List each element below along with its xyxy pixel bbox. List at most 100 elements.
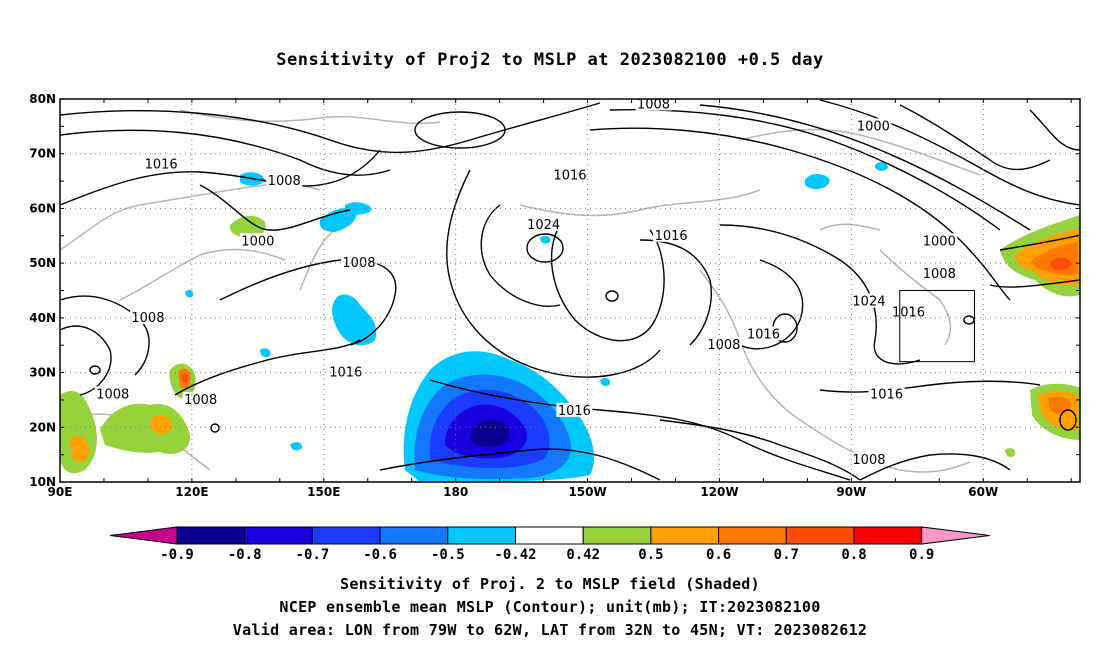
colorbar-high-end (921, 526, 990, 545)
colorbar-swatch (718, 526, 787, 545)
sensitivity-region (229, 215, 266, 239)
svg-text:1016: 1016 (145, 158, 178, 173)
contour-label: 1008 (705, 337, 742, 353)
colorbar-swatch (379, 526, 449, 545)
colorbar: -0.9 -0.8 -0.7 -0.6 -0.5 -0.42 0.42 0.5 0.6 0.7 0.… (109, 526, 990, 563)
svg-text:1016: 1016 (558, 404, 591, 419)
valid-area-box (899, 290, 975, 363)
lat-label: 80N (29, 92, 56, 106)
lon-label: 90W (836, 485, 866, 499)
colorbar-label: -0.9 (160, 547, 194, 563)
colorbar-low-end (109, 526, 178, 545)
contour-label: 1024 (525, 216, 562, 233)
contour-label: 1008 (635, 96, 672, 112)
contour-label: 1016 (552, 167, 588, 184)
sensitivity-shading (60, 162, 1080, 482)
colorbar-label: 0.6 (706, 547, 731, 563)
contour-label: 1008 (340, 255, 377, 271)
colorbar-label: 0.7 (774, 547, 799, 563)
sensitivity-region (600, 377, 611, 387)
svg-text:1008: 1008 (707, 338, 740, 353)
svg-text:1008: 1008 (342, 256, 375, 271)
lon-label: 60W (968, 485, 998, 499)
footer-line-3: Valid area: LON from 79W to 62W, LAT fro… (232, 621, 868, 639)
map-title: Sensitivity of Proj2 to MSLP at 20230821… (276, 50, 824, 70)
lon-label: 120W (700, 485, 738, 499)
map-gridlines (60, 99, 1080, 482)
colorbar-label: -0.6 (363, 547, 397, 563)
colorbar-swatch (785, 526, 855, 545)
lon-label: 90E (48, 485, 73, 499)
colorbar-swatch (582, 526, 652, 545)
sensitivity-region (100, 403, 191, 455)
contour-label: 1000 (855, 118, 892, 134)
sensitivity-region (70, 435, 90, 462)
lat-label: 40N (29, 311, 56, 325)
colorbar-label: -0.42 (494, 547, 536, 563)
contour-label: 1008 (129, 309, 166, 326)
colorbar-label: -0.8 (228, 547, 262, 563)
sensitivity-region (540, 235, 551, 244)
svg-text:1008: 1008 (96, 387, 129, 402)
lon-label: 150W (568, 485, 606, 499)
colorbar-swatch (176, 526, 246, 545)
lat-label: 10N (29, 475, 56, 489)
longitude-labels: 90E 120E 150E 180 150W 120W 90W 60W (48, 485, 999, 499)
lon-label: 180 (443, 485, 468, 499)
lat-label: 50N (29, 256, 56, 270)
contour-label: 1008 (921, 266, 958, 282)
footer-line-2: NCEP ensemble mean MSLP (Contour); unit(… (279, 598, 821, 616)
sensitivity-region (181, 373, 188, 383)
contour-label: 1024 (850, 293, 887, 309)
svg-text:1024: 1024 (852, 294, 885, 309)
svg-text:1016: 1016 (655, 229, 688, 244)
sensitivity-region (319, 208, 357, 232)
svg-text:1016: 1016 (553, 169, 586, 184)
colorbar-swatch (515, 526, 584, 545)
svg-text:1008: 1008 (184, 393, 217, 408)
axis-ticks (59, 98, 1080, 483)
sensitivity-region (805, 174, 830, 190)
svg-text:1008: 1008 (268, 174, 301, 189)
sensitivity-region (1050, 257, 1072, 271)
svg-text:1008: 1008 (131, 311, 164, 326)
contour-label: 1000 (921, 233, 958, 249)
svg-text:1024: 1024 (527, 218, 560, 233)
colorbar-swatch (311, 526, 381, 545)
colorbar-label: 0.5 (638, 547, 663, 563)
lon-label: 150E (307, 485, 340, 499)
colorbar-label: 0.9 (909, 547, 934, 563)
svg-text:1016: 1016 (747, 327, 780, 342)
contour-label: 1016 (653, 227, 690, 244)
contour-label: 1000 (239, 233, 276, 249)
sensitivity-region (185, 289, 194, 298)
lat-label: 20N (29, 420, 56, 434)
colorbar-swatch (650, 526, 720, 545)
lat-label: 30N (29, 366, 56, 380)
svg-text:1008: 1008 (637, 97, 670, 112)
lat-label: 60N (29, 201, 56, 215)
svg-text:1000: 1000 (857, 119, 890, 134)
colorbar-label: 0.8 (841, 547, 866, 563)
sensitivity-region (260, 348, 271, 358)
footer-line-1: Sensitivity of Proj. 2 to MSLP field (Sh… (340, 575, 760, 593)
colorbar-swatch (244, 526, 313, 545)
contour-label: 1016 (556, 402, 593, 419)
colorbar-swatch (853, 526, 923, 545)
sensitivity-region (875, 162, 888, 171)
sensitivity-region (150, 415, 172, 435)
sensitivity-region (332, 294, 377, 346)
contour-label: 1008 (266, 173, 303, 189)
contour-label: 1008 (94, 386, 131, 402)
latitude-labels: 80N 70N 60N 50N 40N 30N 20N 10N (29, 92, 56, 489)
contour-label: 1016 (745, 326, 782, 342)
contour-label: 1008 (182, 391, 219, 408)
contour-label: 1016 (868, 386, 905, 402)
svg-text:1016: 1016 (870, 387, 903, 402)
svg-text:1000: 1000 (241, 234, 274, 249)
svg-text:1008: 1008 (852, 453, 885, 468)
svg-text:1000: 1000 (923, 234, 956, 249)
colorbar-label: -0.5 (431, 547, 465, 563)
sensitivity-region (1005, 447, 1016, 458)
